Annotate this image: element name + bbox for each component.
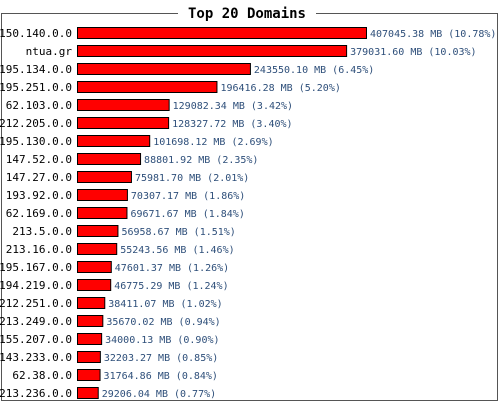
bars-layer: 150.140.0.0 407045.38 MB (10.78%) ntua.gr 3… [0, 27, 496, 400]
bar [77, 279, 112, 291]
bar [77, 243, 118, 255]
category-label: 213.249.0.0 [0, 315, 72, 328]
category-label: 212.251.0.0 [0, 297, 72, 310]
bar [77, 171, 132, 183]
bar [77, 189, 128, 201]
bar-value-label: 55243.56 MB (1.46%) [120, 245, 234, 256]
bar-value-label: 29206.04 MB (0.77%) [102, 389, 216, 400]
bar [77, 27, 367, 39]
bar [77, 297, 106, 309]
category-label: 213.16.0.0 [6, 243, 72, 256]
category-label: 195.251.0.0 [0, 81, 72, 94]
bar-value-label: 88801.92 MB (2.35%) [144, 155, 258, 166]
bar-value-label: 38411.07 MB (1.02%) [108, 299, 222, 310]
bar-value-label: 47601.37 MB (1.26%) [115, 263, 229, 274]
category-label: 143.233.0.0 [0, 351, 72, 364]
bar-value-label: 243550.10 MB (6.45%) [254, 65, 374, 76]
category-label: 212.205.0.0 [0, 117, 72, 130]
bar-value-label: 75981.70 MB (2.01%) [135, 173, 249, 184]
bar [77, 45, 348, 57]
bar [77, 63, 251, 75]
category-label: 194.219.0.0 [0, 279, 72, 292]
chart-title: Top 20 Domains [188, 6, 306, 22]
bar-value-label: 35670.02 MB (0.94%) [106, 317, 220, 328]
bar [77, 225, 119, 237]
bar [77, 387, 99, 399]
bar-value-label: 196416.28 MB (5.20%) [220, 83, 340, 94]
bar [77, 117, 170, 129]
category-label: 195.130.0.0 [0, 135, 72, 148]
bar-value-label: 129082.34 MB (3.42%) [173, 101, 293, 112]
bar-value-label: 101698.12 MB (2.69%) [153, 137, 273, 148]
category-label: 147.52.0.0 [6, 153, 72, 166]
bar [77, 369, 101, 381]
category-label: 195.134.0.0 [0, 63, 72, 76]
bar-value-label: 31764.86 MB (0.84%) [104, 371, 218, 382]
title-backdrop [178, 4, 316, 22]
bar-value-label: 69671.67 MB (1.84%) [130, 209, 244, 220]
bar-value-label: 407045.38 MB (10.78%) [370, 29, 496, 40]
category-label: 62.169.0.0 [6, 207, 72, 220]
bar-value-label: 128327.72 MB (3.40%) [172, 119, 292, 130]
bar [77, 153, 142, 165]
bar [77, 99, 170, 111]
category-label: 193.92.0.0 [6, 189, 72, 202]
bar-value-label: 70307.17 MB (1.86%) [131, 191, 245, 202]
bar-value-label: 379031.60 MB (10.03%) [350, 47, 476, 58]
category-label: 155.207.0.0 [0, 333, 72, 346]
bar-value-label: 32203.27 MB (0.85%) [104, 353, 218, 364]
bar-value-label: 56958.67 MB (1.51%) [121, 227, 235, 238]
bar [77, 207, 128, 219]
bar [77, 261, 112, 273]
category-label: 213.5.0.0 [12, 225, 72, 238]
category-label: 62.38.0.0 [12, 369, 72, 382]
bar [77, 333, 103, 345]
category-label: 213.236.0.0 [0, 387, 72, 400]
bar-value-label: 34000.13 MB (0.90%) [105, 335, 219, 346]
bar-value-label: 46775.29 MB (1.24%) [114, 281, 228, 292]
bar [77, 81, 218, 93]
category-label: ntua.gr [26, 45, 73, 58]
category-label: 147.27.0.0 [6, 171, 72, 184]
category-label: 150.140.0.0 [0, 27, 72, 40]
bar [77, 351, 101, 363]
bar [77, 135, 151, 147]
bar [77, 315, 104, 327]
category-label: 195.167.0.0 [0, 261, 72, 274]
category-label: 62.103.0.0 [6, 99, 72, 112]
